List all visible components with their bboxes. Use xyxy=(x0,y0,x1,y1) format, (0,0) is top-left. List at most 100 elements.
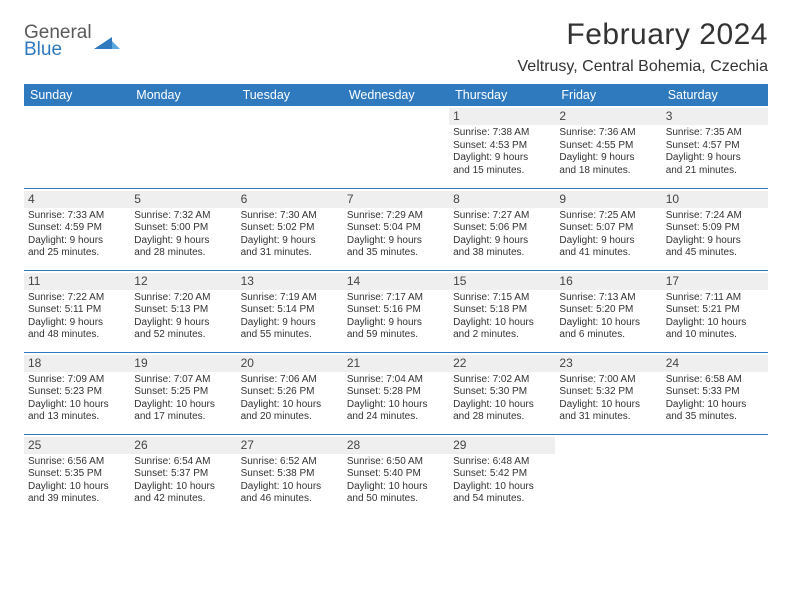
sunrise-text: Sunrise: 7:38 AM xyxy=(453,127,551,140)
sunrise-text: Sunrise: 7:22 AM xyxy=(28,292,126,305)
sunrise-text: Sunrise: 7:11 AM xyxy=(666,292,764,305)
calendar-week-row: 4Sunrise: 7:33 AMSunset: 4:59 PMDaylight… xyxy=(24,188,768,270)
daylight-text: and 6 minutes. xyxy=(559,329,657,342)
day-number: 22 xyxy=(449,355,555,372)
daylight-text: Daylight: 9 hours xyxy=(28,235,126,248)
sunset-text: Sunset: 5:21 PM xyxy=(666,304,764,317)
sunset-text: Sunset: 5:20 PM xyxy=(559,304,657,317)
calendar-day-cell: 28Sunrise: 6:50 AMSunset: 5:40 PMDayligh… xyxy=(343,434,449,516)
brand-text: General Blue xyxy=(24,24,92,59)
daylight-text: and 54 minutes. xyxy=(453,493,551,506)
calendar-header-row: SundayMondayTuesdayWednesdayThursdayFrid… xyxy=(24,84,768,106)
daylight-text: and 10 minutes. xyxy=(666,329,764,342)
month-title: February 2024 xyxy=(518,18,768,52)
sunrise-text: Sunrise: 7:35 AM xyxy=(666,127,764,140)
daylight-text: Daylight: 9 hours xyxy=(134,235,232,248)
daylight-text: Daylight: 10 hours xyxy=(134,399,232,412)
sunrise-text: Sunrise: 6:56 AM xyxy=(28,456,126,469)
sunrise-text: Sunrise: 7:24 AM xyxy=(666,210,764,223)
sunset-text: Sunset: 5:30 PM xyxy=(453,386,551,399)
daylight-text: and 17 minutes. xyxy=(134,411,232,424)
sunrise-text: Sunrise: 7:29 AM xyxy=(347,210,445,223)
daylight-text: Daylight: 9 hours xyxy=(134,317,232,330)
sunset-text: Sunset: 5:42 PM xyxy=(453,468,551,481)
day-number: 10 xyxy=(662,191,768,208)
daylight-text: and 59 minutes. xyxy=(347,329,445,342)
daylight-text: Daylight: 9 hours xyxy=(559,152,657,165)
day-number: 9 xyxy=(555,191,661,208)
sunset-text: Sunset: 4:53 PM xyxy=(453,140,551,153)
sunrise-text: Sunrise: 6:50 AM xyxy=(347,456,445,469)
sunset-text: Sunset: 5:14 PM xyxy=(241,304,339,317)
sunrise-text: Sunrise: 7:02 AM xyxy=(453,374,551,387)
sunset-text: Sunset: 5:06 PM xyxy=(453,222,551,235)
day-header: Friday xyxy=(555,84,661,106)
sunset-text: Sunset: 5:13 PM xyxy=(134,304,232,317)
day-number: 7 xyxy=(343,191,449,208)
daylight-text: Daylight: 9 hours xyxy=(28,317,126,330)
day-header: Saturday xyxy=(662,84,768,106)
daylight-text: and 31 minutes. xyxy=(559,411,657,424)
sunset-text: Sunset: 5:37 PM xyxy=(134,468,232,481)
sunrise-text: Sunrise: 7:30 AM xyxy=(241,210,339,223)
daylight-text: and 25 minutes. xyxy=(28,247,126,260)
sunrise-text: Sunrise: 7:27 AM xyxy=(453,210,551,223)
sunrise-text: Sunrise: 7:06 AM xyxy=(241,374,339,387)
sunrise-text: Sunrise: 7:15 AM xyxy=(453,292,551,305)
daylight-text: and 21 minutes. xyxy=(666,165,764,178)
sunrise-text: Sunrise: 7:09 AM xyxy=(28,374,126,387)
daylight-text: Daylight: 10 hours xyxy=(453,481,551,494)
day-number: 19 xyxy=(130,355,236,372)
brand-mark-icon xyxy=(94,33,120,53)
sunrise-text: Sunrise: 7:19 AM xyxy=(241,292,339,305)
calendar-empty-cell xyxy=(130,106,236,188)
day-number: 23 xyxy=(555,355,661,372)
sunrise-text: Sunrise: 7:33 AM xyxy=(28,210,126,223)
calendar-week-row: 25Sunrise: 6:56 AMSunset: 5:35 PMDayligh… xyxy=(24,434,768,516)
calendar-table: SundayMondayTuesdayWednesdayThursdayFrid… xyxy=(24,84,768,516)
calendar-day-cell: 15Sunrise: 7:15 AMSunset: 5:18 PMDayligh… xyxy=(449,270,555,352)
day-number: 8 xyxy=(449,191,555,208)
calendar-day-cell: 8 Sunrise: 7:27 AMSunset: 5:06 PMDaylight… xyxy=(449,188,555,270)
daylight-text: Daylight: 10 hours xyxy=(453,399,551,412)
calendar-week-row: 1Sunrise: 7:38 AMSunset: 4:53 PMDaylight… xyxy=(24,106,768,188)
day-number: 21 xyxy=(343,355,449,372)
calendar-week-row: 11Sunrise: 7:22 AMSunset: 5:11 PMDayligh… xyxy=(24,270,768,352)
daylight-text: and 46 minutes. xyxy=(241,493,339,506)
sunset-text: Sunset: 5:40 PM xyxy=(347,468,445,481)
daylight-text: Daylight: 10 hours xyxy=(666,317,764,330)
brand-line2: Blue xyxy=(24,41,92,59)
calendar-day-cell: 5Sunrise: 7:32 AMSunset: 5:00 PMDaylight… xyxy=(130,188,236,270)
sunset-text: Sunset: 5:26 PM xyxy=(241,386,339,399)
calendar-empty-cell xyxy=(237,106,343,188)
calendar-body: 1Sunrise: 7:38 AMSunset: 4:53 PMDaylight… xyxy=(24,106,768,516)
sunrise-text: Sunrise: 7:36 AM xyxy=(559,127,657,140)
day-number: 14 xyxy=(343,273,449,290)
title-block: February 2024 Veltrusy, Central Bohemia,… xyxy=(518,18,768,76)
sunset-text: Sunset: 5:25 PM xyxy=(134,386,232,399)
calendar-day-cell: 20Sunrise: 7:06 AMSunset: 5:26 PMDayligh… xyxy=(237,352,343,434)
calendar-day-cell: 25Sunrise: 6:56 AMSunset: 5:35 PMDayligh… xyxy=(24,434,130,516)
daylight-text: Daylight: 10 hours xyxy=(347,399,445,412)
daylight-text: and 28 minutes. xyxy=(134,247,232,260)
daylight-text: Daylight: 9 hours xyxy=(453,235,551,248)
day-header: Monday xyxy=(130,84,236,106)
day-number: 18 xyxy=(24,355,130,372)
calendar-day-cell: 16Sunrise: 7:13 AMSunset: 5:20 PMDayligh… xyxy=(555,270,661,352)
sunrise-text: Sunrise: 7:32 AM xyxy=(134,210,232,223)
day-header: Sunday xyxy=(24,84,130,106)
sunrise-text: Sunrise: 7:13 AM xyxy=(559,292,657,305)
daylight-text: and 42 minutes. xyxy=(134,493,232,506)
day-number: 5 xyxy=(130,191,236,208)
daylight-text: and 35 minutes. xyxy=(347,247,445,260)
calendar-day-cell: 24Sunrise: 6:58 AMSunset: 5:33 PMDayligh… xyxy=(662,352,768,434)
calendar-day-cell: 27Sunrise: 6:52 AMSunset: 5:38 PMDayligh… xyxy=(237,434,343,516)
sunrise-text: Sunrise: 7:20 AM xyxy=(134,292,232,305)
sunset-text: Sunset: 5:38 PM xyxy=(241,468,339,481)
location-text: Veltrusy, Central Bohemia, Czechia xyxy=(518,58,768,76)
sunrise-text: Sunrise: 7:07 AM xyxy=(134,374,232,387)
daylight-text: and 50 minutes. xyxy=(347,493,445,506)
calendar-day-cell: 19 Sunrise: 7:07 AMSunset: 5:25 PMDayligh… xyxy=(130,352,236,434)
day-header: Thursday xyxy=(449,84,555,106)
daylight-text: Daylight: 10 hours xyxy=(559,399,657,412)
